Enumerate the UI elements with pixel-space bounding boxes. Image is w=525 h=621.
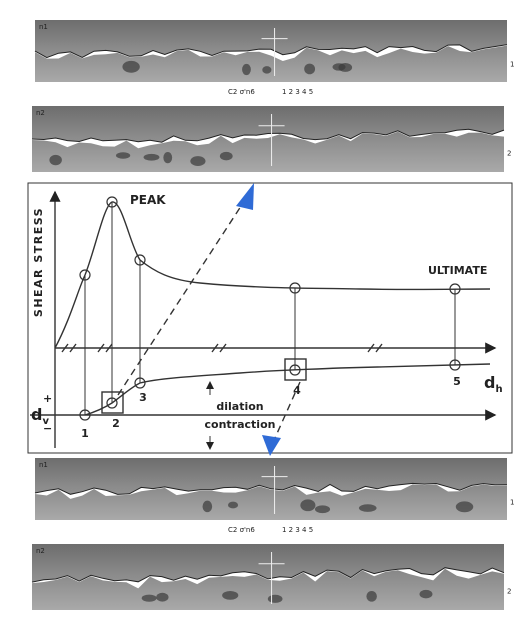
- rock-spot: [300, 499, 315, 511]
- rock-spot: [304, 64, 315, 75]
- photo-number: 2: [507, 588, 511, 596]
- stage-number: 1: [81, 427, 89, 440]
- rock-spot: [242, 64, 251, 75]
- photo-tag: n1: [39, 23, 48, 31]
- peak-label: PEAK: [130, 193, 166, 207]
- rock-photo: [32, 106, 504, 172]
- stage-number: 4: [293, 384, 301, 397]
- photo-scale: 1 2 3 4 5: [282, 526, 313, 534]
- dv-symbol: d: [31, 405, 42, 424]
- plus-sign: +: [43, 392, 52, 405]
- rock-spot: [203, 501, 213, 513]
- figure: n1 1 C2 σ'n6 1 2 3 4 5 n2 2 n1 1 C2 σ'n6 1 2 3 4 …: [0, 0, 525, 621]
- rock-spot: [315, 505, 330, 513]
- rock-spot: [338, 63, 352, 72]
- rock-spot: [359, 504, 377, 512]
- rock-spot: [366, 591, 377, 602]
- rock-spot: [144, 154, 160, 161]
- rock-spot: [262, 66, 271, 73]
- photo-tag: n1: [39, 461, 48, 469]
- stage-number: 5: [453, 375, 461, 388]
- dh-symbol: d: [484, 373, 495, 392]
- rock-spot: [156, 593, 168, 602]
- photo-caption: C2 σ'n6: [228, 526, 255, 534]
- photo-tag: n2: [36, 547, 45, 555]
- y-axis-label: SHEAR STRESS: [32, 207, 45, 317]
- dh-subscript: h: [495, 384, 502, 395]
- rock-spot: [116, 152, 130, 159]
- rock-spot: [228, 502, 238, 509]
- rock-spot: [220, 152, 233, 160]
- rock-spot: [49, 155, 62, 165]
- rock-spot: [163, 152, 172, 163]
- rock-spot: [142, 595, 157, 602]
- minus-sign: −: [43, 422, 52, 435]
- rock-spot: [420, 590, 433, 599]
- rock-spot: [122, 61, 139, 73]
- rock-spot: [268, 595, 283, 603]
- ultimate-label: ULTIMATE: [428, 264, 487, 277]
- rock-spot: [190, 156, 205, 166]
- photo-scale: 1 2 3 4 5: [282, 88, 313, 96]
- stage-number: 2: [112, 417, 120, 430]
- rock-spot: [456, 501, 473, 512]
- stage-number: 3: [139, 391, 147, 404]
- photo-number: 2: [507, 150, 511, 158]
- dilation-label: dilation: [216, 400, 263, 413]
- diagram-frame: [28, 183, 512, 453]
- photo-number: 1: [510, 61, 514, 69]
- photo-caption: C2 σ'n6: [228, 88, 255, 96]
- photo-tag: n2: [36, 109, 45, 117]
- rock-spot: [222, 591, 238, 600]
- photo-number: 1: [510, 499, 514, 507]
- contraction-label: contraction: [205, 418, 276, 431]
